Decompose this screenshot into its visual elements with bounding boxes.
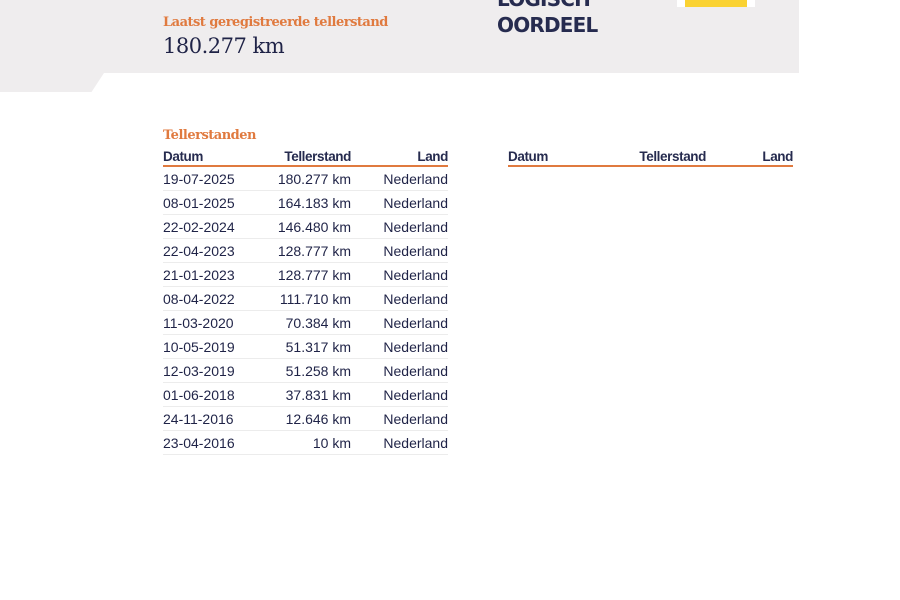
cell-land: Nederland xyxy=(351,262,448,287)
cell-land: Nederland xyxy=(351,358,448,383)
cell-tellerstand: 128.777 km xyxy=(263,262,351,287)
cell-tellerstand: 37.831 km xyxy=(263,382,351,407)
table-row: 12-03-2019 51.258 km Nederland xyxy=(163,358,448,383)
table-row: 22-02-2024 146.480 km Nederland xyxy=(163,214,448,239)
cell-datum: 12-03-2019 xyxy=(163,358,263,383)
cell-tellerstand: 51.258 km xyxy=(263,358,351,383)
col-datum: Datum xyxy=(163,149,263,167)
cell-tellerstand: 111.710 km xyxy=(263,286,351,311)
table-row: 01-06-2018 37.831 km Nederland xyxy=(163,382,448,407)
col-tellerstand: Tellerstand xyxy=(608,149,706,167)
col-datum: Datum xyxy=(508,149,608,167)
cell-tellerstand: 51.317 km xyxy=(263,334,351,359)
cell-land: Nederland xyxy=(351,166,448,191)
table-row: 11-03-2020 70.384 km Nederland xyxy=(163,310,448,335)
cell-tellerstand: 146.480 km xyxy=(263,214,351,239)
table-row: 21-01-2023 128.777 km Nederland xyxy=(163,262,448,287)
cell-tellerstand: 180.277 km xyxy=(263,166,351,191)
cell-datum: 08-01-2025 xyxy=(163,190,263,215)
summary-banner xyxy=(0,0,799,73)
cell-datum: 11-03-2020 xyxy=(163,310,263,335)
cell-datum: 01-06-2018 xyxy=(163,382,263,407)
cell-land: Nederland xyxy=(351,430,448,455)
table-row: 22-04-2023 128.777 km Nederland xyxy=(163,238,448,263)
readings-table-second: Datum Tellerstand Land xyxy=(508,149,793,167)
verdict-line2: OORDEEL xyxy=(497,13,598,37)
cell-land: Nederland xyxy=(351,382,448,407)
cell-land: Nederland xyxy=(351,214,448,239)
cell-land: Nederland xyxy=(351,334,448,359)
table-row: 23-04-2016 10 km Nederland xyxy=(163,430,448,455)
cell-tellerstand: 128.777 km xyxy=(263,238,351,263)
cell-tellerstand: 164.183 km xyxy=(263,190,351,215)
table-row: 10-05-2019 51.317 km Nederland xyxy=(163,334,448,359)
cell-datum: 08-04-2022 xyxy=(163,286,263,311)
cell-datum: 23-04-2016 xyxy=(163,430,263,455)
verdict-line1: LOGISCH xyxy=(497,0,597,12)
cell-tellerstand: 12.646 km xyxy=(263,406,351,431)
cell-datum: 22-04-2023 xyxy=(163,238,263,263)
banner-decoration xyxy=(0,73,104,92)
cell-datum: 21-01-2023 xyxy=(163,262,263,287)
cell-land: Nederland xyxy=(351,190,448,215)
badge-fill xyxy=(685,0,747,7)
cell-datum: 19-07-2025 xyxy=(163,166,263,191)
last-reading-value: 180.277 km xyxy=(163,34,285,58)
cell-datum: 10-05-2019 xyxy=(163,334,263,359)
col-land: Land xyxy=(706,149,793,167)
last-reading-label: Laatst geregistreerde tellerstand xyxy=(163,15,388,30)
table-header: Datum Tellerstand Land xyxy=(508,149,793,167)
cell-datum: 24-11-2016 xyxy=(163,406,263,431)
table-header: Datum Tellerstand Land xyxy=(163,149,448,167)
table-row: 19-07-2025 180.277 km Nederland xyxy=(163,166,448,191)
cell-land: Nederland xyxy=(351,238,448,263)
verdict-badge xyxy=(677,0,755,7)
verdict-heading: LOGISCH OORDEEL xyxy=(497,0,598,38)
col-land: Land xyxy=(351,149,448,167)
cell-datum: 22-02-2024 xyxy=(163,214,263,239)
table-row: 24-11-2016 12.646 km Nederland xyxy=(163,406,448,431)
cell-land: Nederland xyxy=(351,286,448,311)
cell-land: Nederland xyxy=(351,310,448,335)
readings-table: Datum Tellerstand Land 19-07-2025 180.277… xyxy=(163,149,448,455)
table-row: 08-01-2025 164.183 km Nederland xyxy=(163,190,448,215)
cell-land: Nederland xyxy=(351,406,448,431)
table-row: 08-04-2022 111.710 km Nederland xyxy=(163,286,448,311)
section-title: Tellerstanden xyxy=(163,128,256,143)
col-tellerstand: Tellerstand xyxy=(263,149,351,167)
cell-tellerstand: 10 km xyxy=(263,430,351,455)
cell-tellerstand: 70.384 km xyxy=(263,310,351,335)
